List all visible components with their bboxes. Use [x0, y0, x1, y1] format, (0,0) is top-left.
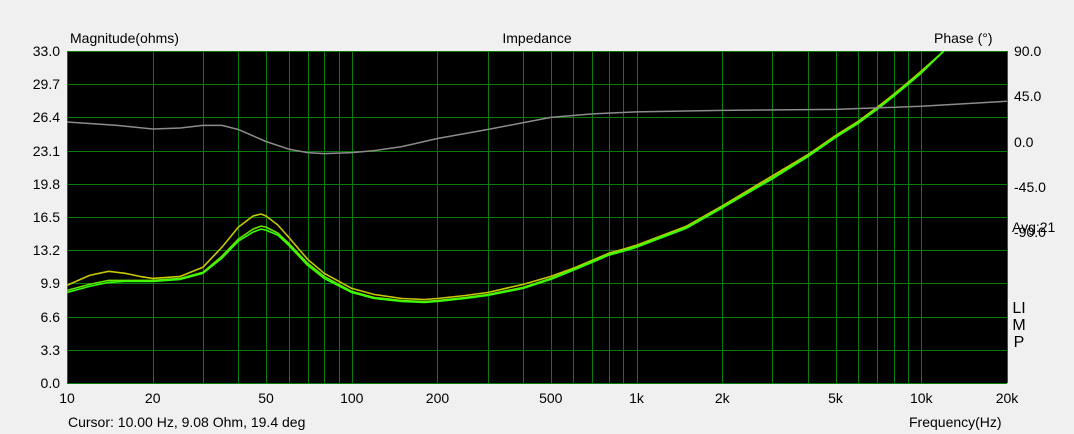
- y2-tick-label: 45.0: [1014, 88, 1042, 105]
- limp-label: LIMP: [1012, 300, 1026, 351]
- x-tick-label: 500: [539, 390, 563, 406]
- y-tick-label: 26.4: [32, 109, 60, 126]
- y-tick-label: 9.9: [40, 275, 60, 292]
- cursor-readout: Cursor: 10.00 Hz, 9.08 Ohm, 19.4 deg: [68, 414, 306, 430]
- y2-tick-label: -90.0: [1014, 224, 1046, 241]
- y-tick-label: 23.1: [32, 142, 60, 159]
- x-tick-label: 20: [144, 390, 161, 406]
- x-tick-label: 2k: [714, 390, 730, 406]
- phase-series-line: [67, 100, 1007, 155]
- x-tick-label: 100: [340, 390, 364, 406]
- x-tick-label: 20k: [995, 390, 1019, 406]
- x-tick-label: 200: [425, 390, 450, 406]
- y2-tick-label: 90.0: [1014, 43, 1042, 59]
- x-tick-label: 50: [258, 390, 274, 406]
- x-axis-label: Frequency(Hz): [909, 414, 1002, 430]
- y-tick-label: 0.0: [40, 375, 60, 391]
- y-tick-label: 13.2: [32, 242, 60, 259]
- magnitude-series-line-2: [67, 51, 945, 304]
- y2-tick-label: -45.0: [1014, 178, 1046, 195]
- magnitude-series-line-0: [67, 51, 945, 301]
- x-tick-label: 10k: [909, 390, 933, 406]
- y-tick-label: 29.7: [32, 76, 60, 93]
- x-tick-label: 5k: [828, 390, 843, 406]
- x-tick-label: 10: [59, 390, 75, 406]
- y-tick-label: 6.6: [40, 308, 60, 325]
- y-tick-label: 19.8: [32, 175, 60, 192]
- y-tick-label: 16.5: [32, 209, 60, 225]
- left-axis-label: Magnitude(ohms): [70, 30, 179, 46]
- y-tick-label: 33.0: [32, 43, 60, 59]
- chart-title: Impedance: [502, 30, 572, 46]
- grid-lines: [67, 51, 1008, 384]
- right-axis-label: Phase (°): [934, 30, 993, 46]
- average-label: Avg:21: [1012, 219, 1056, 235]
- y2-tick-label: 0.0: [1014, 133, 1034, 150]
- magnitude-series-line-1: [67, 51, 945, 303]
- y-tick-label: 3.3: [40, 341, 60, 358]
- x-tick-label: 1k: [629, 390, 644, 406]
- series-layer: [67, 51, 1007, 304]
